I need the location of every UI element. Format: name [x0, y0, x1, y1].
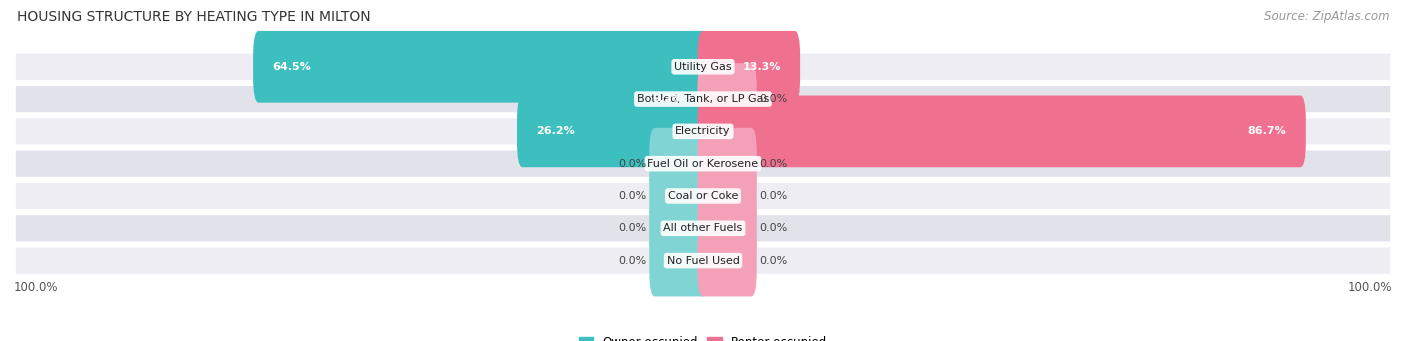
FancyBboxPatch shape	[697, 160, 756, 232]
Legend: Owner-occupied, Renter-occupied: Owner-occupied, Renter-occupied	[574, 332, 832, 341]
FancyBboxPatch shape	[14, 84, 1392, 114]
FancyBboxPatch shape	[697, 128, 756, 199]
Text: 0.0%: 0.0%	[619, 191, 647, 201]
Text: 9.3%: 9.3%	[652, 94, 683, 104]
FancyBboxPatch shape	[650, 225, 709, 296]
FancyBboxPatch shape	[697, 63, 756, 135]
Text: Coal or Coke: Coal or Coke	[668, 191, 738, 201]
Text: 0.0%: 0.0%	[619, 159, 647, 169]
Text: Bottled, Tank, or LP Gas: Bottled, Tank, or LP Gas	[637, 94, 769, 104]
FancyBboxPatch shape	[14, 181, 1392, 211]
FancyBboxPatch shape	[697, 225, 756, 296]
Text: 0.0%: 0.0%	[759, 191, 787, 201]
Text: Utility Gas: Utility Gas	[675, 62, 731, 72]
Text: 0.0%: 0.0%	[759, 94, 787, 104]
Text: Fuel Oil or Kerosene: Fuel Oil or Kerosene	[647, 159, 759, 169]
Text: Electricity: Electricity	[675, 127, 731, 136]
Text: 64.5%: 64.5%	[273, 62, 311, 72]
FancyBboxPatch shape	[697, 192, 756, 264]
Text: HOUSING STRUCTURE BY HEATING TYPE IN MILTON: HOUSING STRUCTURE BY HEATING TYPE IN MIL…	[17, 10, 371, 24]
Text: 0.0%: 0.0%	[619, 256, 647, 266]
FancyBboxPatch shape	[14, 213, 1392, 243]
Text: 0.0%: 0.0%	[759, 256, 787, 266]
Text: 100.0%: 100.0%	[1347, 281, 1392, 294]
Text: 13.3%: 13.3%	[742, 62, 780, 72]
FancyBboxPatch shape	[650, 128, 709, 199]
FancyBboxPatch shape	[650, 160, 709, 232]
FancyBboxPatch shape	[650, 192, 709, 264]
Text: No Fuel Used: No Fuel Used	[666, 256, 740, 266]
FancyBboxPatch shape	[14, 149, 1392, 179]
Text: 0.0%: 0.0%	[759, 223, 787, 233]
FancyBboxPatch shape	[14, 117, 1392, 146]
Text: Source: ZipAtlas.com: Source: ZipAtlas.com	[1264, 10, 1389, 23]
FancyBboxPatch shape	[253, 31, 709, 103]
FancyBboxPatch shape	[697, 95, 1306, 167]
FancyBboxPatch shape	[517, 95, 709, 167]
FancyBboxPatch shape	[14, 52, 1392, 81]
FancyBboxPatch shape	[634, 63, 709, 135]
Text: 100.0%: 100.0%	[14, 281, 59, 294]
Text: 0.0%: 0.0%	[619, 223, 647, 233]
FancyBboxPatch shape	[697, 31, 800, 103]
Text: All other Fuels: All other Fuels	[664, 223, 742, 233]
Text: 0.0%: 0.0%	[759, 159, 787, 169]
Text: 26.2%: 26.2%	[536, 127, 575, 136]
Text: 86.7%: 86.7%	[1247, 127, 1286, 136]
FancyBboxPatch shape	[14, 246, 1392, 276]
